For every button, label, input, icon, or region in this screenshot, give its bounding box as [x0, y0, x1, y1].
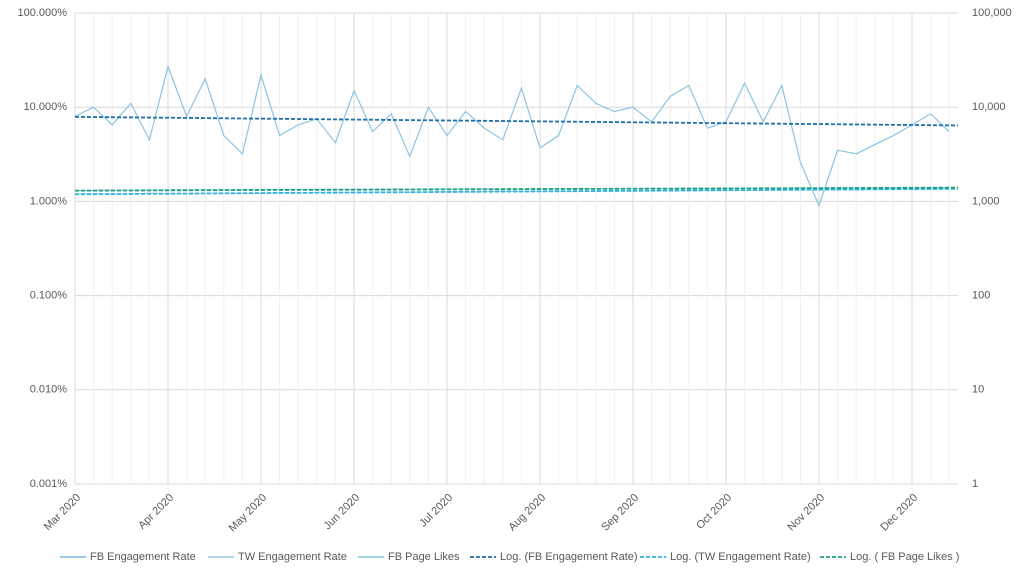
y-tick-label: 0.100%: [30, 290, 68, 302]
y2-tick-label: 1: [972, 478, 978, 490]
x-tick-label: Dec 2020: [878, 492, 920, 534]
x-tick-label: Sep 2020: [599, 492, 641, 534]
y-tick-label: 0.001%: [30, 478, 68, 490]
x-tick-label: Jul 2020: [417, 492, 455, 530]
legend-label: TW Engagement Rate: [238, 551, 347, 563]
y-tick-label: 0.010%: [30, 384, 68, 396]
legend-label: FB Engagement Rate: [90, 551, 196, 563]
x-tick-label: Mar 2020: [42, 492, 83, 533]
y-tick-label: 100.000%: [17, 7, 67, 19]
legend-label: Log. ( FB Page Likes ): [850, 551, 959, 563]
y2-tick-label: 1,000: [972, 195, 1000, 207]
x-tick-label: Apr 2020: [136, 492, 176, 532]
legend-label: Log. (FB Engagement Rate): [500, 551, 638, 563]
trend-line: [74, 186, 959, 192]
y2-tick-label: 10,000: [972, 101, 1006, 113]
trend-line: [74, 115, 959, 127]
y-tick-label: 10.000%: [24, 101, 68, 113]
legend-label: Log. (TW Engagement Rate): [670, 551, 811, 563]
y-tick-label: 1.000%: [30, 195, 68, 207]
x-tick-label: Aug 2020: [506, 492, 548, 534]
y2-tick-label: 100,000: [972, 7, 1012, 19]
x-tick-label: Jun 2020: [322, 492, 362, 532]
x-tick-label: Nov 2020: [785, 492, 827, 534]
x-tick-label: May 2020: [227, 492, 270, 535]
y2-tick-label: 100: [972, 290, 990, 302]
trend-line: [74, 187, 959, 196]
legend-label: FB Page Likes: [388, 551, 460, 563]
x-tick-label: Oct 2020: [694, 492, 734, 532]
y2-tick-label: 10: [972, 384, 984, 396]
series-line: [74, 64, 950, 208]
